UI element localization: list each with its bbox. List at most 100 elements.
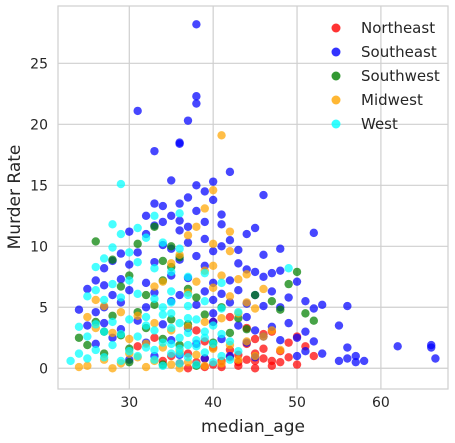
data-point	[292, 277, 302, 286]
data-point	[192, 300, 201, 310]
data-point	[234, 245, 243, 255]
legend-label: Northeast	[361, 19, 435, 37]
legend-marker	[331, 95, 341, 105]
data-point	[108, 328, 117, 338]
data-point	[208, 177, 218, 186]
data-point	[116, 179, 126, 189]
data-point	[192, 181, 201, 190]
data-point	[276, 357, 285, 367]
data-point	[431, 354, 440, 363]
data-point	[250, 334, 260, 344]
data-point	[167, 339, 176, 349]
data-point	[150, 345, 159, 355]
data-point	[150, 257, 159, 267]
data-point	[150, 146, 159, 156]
data-point	[183, 328, 193, 338]
data-point	[158, 217, 168, 227]
data-point	[175, 244, 184, 253]
data-point	[183, 322, 193, 331]
data-point	[250, 351, 260, 361]
data-point	[167, 315, 176, 324]
data-point	[393, 342, 402, 351]
data-point	[208, 295, 218, 305]
data-point	[317, 349, 327, 358]
data-point	[276, 244, 285, 253]
data-point	[225, 298, 235, 307]
data-point	[150, 282, 159, 291]
data-point	[158, 338, 168, 347]
data-point	[192, 99, 201, 108]
data-point	[141, 343, 151, 352]
data-point	[108, 279, 117, 289]
data-point	[301, 327, 310, 336]
data-point	[217, 220, 226, 229]
data-point	[150, 222, 159, 231]
data-point	[192, 20, 201, 29]
data-point	[99, 318, 109, 328]
data-point	[225, 235, 235, 245]
data-point	[301, 309, 310, 318]
data-point	[225, 312, 235, 322]
data-point	[200, 354, 209, 363]
data-point	[242, 298, 251, 307]
data-point	[192, 342, 201, 351]
data-point	[183, 222, 193, 231]
data-point	[192, 251, 201, 261]
data-point	[284, 318, 293, 328]
data-point	[284, 353, 293, 362]
x-tick-label: 40	[204, 395, 222, 411]
data-point	[91, 276, 100, 285]
data-point	[284, 279, 293, 289]
data-point	[150, 333, 159, 342]
data-point	[99, 301, 109, 311]
data-point	[208, 339, 218, 349]
data-point	[167, 298, 176, 307]
y-tick-labels: 0 5 10 15 20 25	[30, 56, 48, 377]
data-point	[309, 337, 319, 346]
data-point	[334, 356, 344, 366]
data-point	[192, 206, 201, 216]
data-point	[183, 314, 193, 323]
data-point	[133, 332, 142, 341]
data-point	[108, 317, 117, 327]
data-point	[125, 260, 134, 269]
data-point	[125, 346, 134, 356]
data-point	[108, 220, 117, 229]
data-point	[150, 288, 159, 297]
data-point	[183, 238, 193, 247]
legend-label: West	[361, 115, 398, 133]
data-point	[175, 226, 184, 235]
data-point	[192, 350, 201, 360]
data-point	[125, 248, 134, 257]
data-point	[192, 315, 201, 324]
data-point	[175, 199, 184, 208]
data-point	[343, 301, 352, 311]
data-point	[276, 345, 285, 355]
legend-label: Southeast	[361, 43, 437, 61]
data-point	[83, 321, 92, 330]
data-point	[192, 277, 201, 286]
data-point	[301, 346, 310, 356]
y-tick-label: 0	[39, 361, 48, 377]
data-point	[309, 351, 319, 361]
data-point	[99, 254, 109, 263]
data-point	[150, 318, 159, 328]
data-point	[167, 176, 176, 185]
data-point	[150, 264, 159, 273]
data-point	[208, 239, 218, 249]
data-point	[125, 286, 134, 295]
data-point	[83, 292, 92, 301]
data-point	[250, 267, 260, 277]
data-point	[74, 333, 84, 342]
data-point	[217, 278, 226, 288]
data-point	[175, 290, 184, 300]
data-point	[141, 303, 151, 312]
y-tick-label: 20	[30, 117, 48, 133]
data-point	[91, 339, 100, 349]
data-point	[309, 228, 319, 238]
data-point	[267, 361, 277, 371]
data-point	[284, 264, 293, 273]
data-point	[158, 303, 168, 312]
data-point	[183, 353, 193, 362]
data-point	[200, 217, 209, 227]
